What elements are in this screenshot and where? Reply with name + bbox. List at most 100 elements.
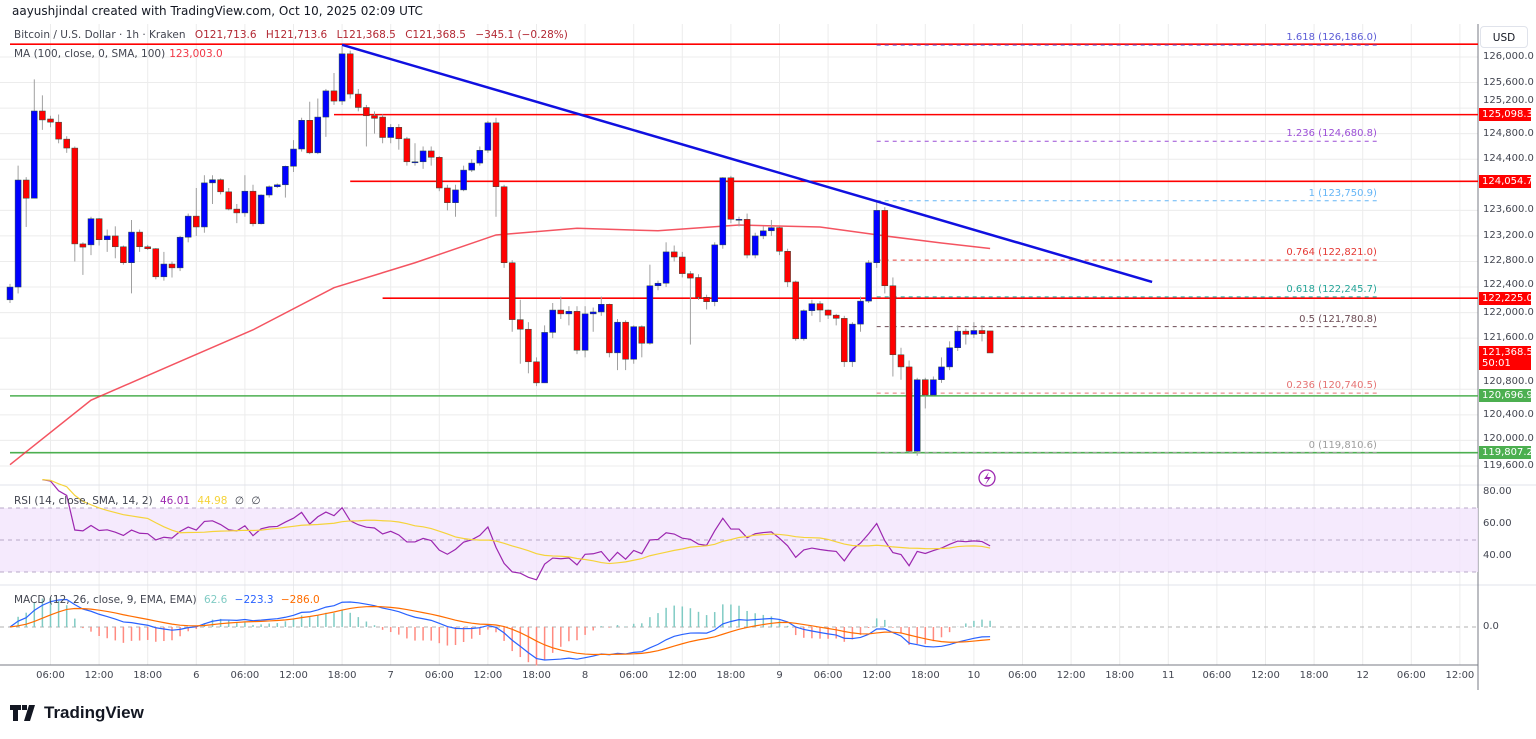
brand-name: TradingView <box>44 703 144 722</box>
candle-body <box>946 347 953 368</box>
candle-body <box>436 157 443 189</box>
candle <box>55 114 62 144</box>
candle-body <box>274 184 281 187</box>
candle <box>136 229 143 252</box>
candle <box>751 232 759 259</box>
candle <box>436 156 443 192</box>
macd-label: MACD (12, 26, close, 9, EMA, EMA) <box>14 594 197 606</box>
candle <box>533 357 540 387</box>
price-badge-value: 125,098.3 <box>1482 109 1533 121</box>
candle-body <box>541 332 548 384</box>
candle <box>233 203 241 224</box>
candle <box>22 177 30 227</box>
candle <box>476 146 484 166</box>
price-tick-label: 120,800.0 <box>1483 376 1534 388</box>
candle-body <box>31 110 38 199</box>
attribution: aayushjindal created with TradingView.co… <box>12 4 423 18</box>
tradingview-logo[interactable]: TradingView <box>10 703 144 723</box>
candle-body <box>22 179 30 199</box>
price-badge: 122,225.0 <box>1479 291 1533 305</box>
macd-legend[interactable]: MACD (12, 26, close, 9, EMA, EMA) 62.6 −… <box>14 594 320 606</box>
candle <box>841 315 848 367</box>
candle-body <box>355 93 362 108</box>
rsi-line <box>42 479 991 581</box>
candle <box>865 260 872 304</box>
candle <box>484 120 492 153</box>
candle <box>525 322 532 374</box>
candle-body <box>776 227 783 252</box>
candle-body <box>193 215 200 228</box>
candle <box>614 318 621 371</box>
candle-body <box>889 285 897 356</box>
candle <box>508 260 516 332</box>
candle <box>193 187 200 236</box>
change-value: −345.1 (−0.28%) <box>475 29 568 41</box>
candle-body <box>363 107 370 117</box>
candle <box>922 377 929 409</box>
candle <box>87 216 95 256</box>
candle-body <box>517 319 524 330</box>
candle-body <box>857 300 864 325</box>
candle <box>201 175 208 233</box>
candle <box>800 309 808 341</box>
candle <box>403 136 411 166</box>
candle-body <box>930 379 937 396</box>
candle-body <box>71 147 79 245</box>
time-tick-label: 12:00 <box>279 670 308 681</box>
candle <box>889 277 897 377</box>
time-tick-label: 06:00 <box>36 670 65 681</box>
candle <box>670 245 678 262</box>
price-tick-label: 122,800.0 <box>1483 255 1534 267</box>
candle <box>387 124 394 144</box>
candle-body <box>225 191 232 210</box>
candle-body <box>881 210 889 287</box>
candle <box>298 117 305 152</box>
candle-body <box>492 122 500 187</box>
candle <box>355 88 362 112</box>
candle-body <box>606 304 613 354</box>
candle-body <box>201 182 208 228</box>
candle <box>371 111 378 134</box>
candle <box>290 140 297 173</box>
price-badge: 124,054.7 <box>1479 174 1533 188</box>
candle-body <box>241 190 249 214</box>
candle-body <box>687 273 694 279</box>
candle <box>946 341 953 371</box>
candle <box>31 79 38 199</box>
candle <box>978 325 986 342</box>
symbol-legend: Bitcoin / U.S. Dollar · 1h · Kraken O121… <box>14 29 574 41</box>
candle-body <box>970 330 978 335</box>
symbol-name[interactable]: Bitcoin / U.S. Dollar · 1h · Kraken <box>14 29 186 41</box>
price-badge: 125,098.3 <box>1479 108 1533 122</box>
time-tick-label: 06:00 <box>619 670 649 681</box>
ma-legend[interactable]: MA (100, close, 0, SMA, 100) 123,003.0 <box>14 48 223 60</box>
candle-body <box>784 251 791 283</box>
candle <box>452 184 459 217</box>
candle <box>338 46 346 105</box>
candle-body <box>87 218 95 246</box>
high-value: H121,713.6 <box>265 29 328 41</box>
price-badge: 121,368.5 50:01 <box>1479 346 1533 371</box>
candle-body <box>120 246 127 264</box>
candle-body <box>533 361 540 384</box>
price-tick-label: 122,400.0 <box>1483 278 1534 290</box>
candle <box>954 325 961 351</box>
macd-signal-line <box>9 605 991 656</box>
candle <box>857 296 864 332</box>
time-tick-label: 18:00 <box>910 670 940 681</box>
currency-button[interactable]: USD <box>1480 26 1528 48</box>
candle-body <box>638 326 646 344</box>
candle-body <box>128 231 135 264</box>
candle-body <box>565 311 573 315</box>
rsi-legend[interactable]: RSI (14, close, SMA, 14, 2) 46.01 44.98 … <box>14 495 260 507</box>
candle-body <box>679 256 686 274</box>
candle <box>832 313 840 326</box>
close-value: C121,368.5 <box>405 29 466 41</box>
candle <box>573 306 581 355</box>
candle <box>152 248 160 280</box>
candle <box>346 50 354 99</box>
candle <box>719 177 727 249</box>
ma-label: MA (100, close, 0, SMA, 100) <box>14 48 166 60</box>
price-tick-label: 120,000.0 <box>1483 433 1534 445</box>
